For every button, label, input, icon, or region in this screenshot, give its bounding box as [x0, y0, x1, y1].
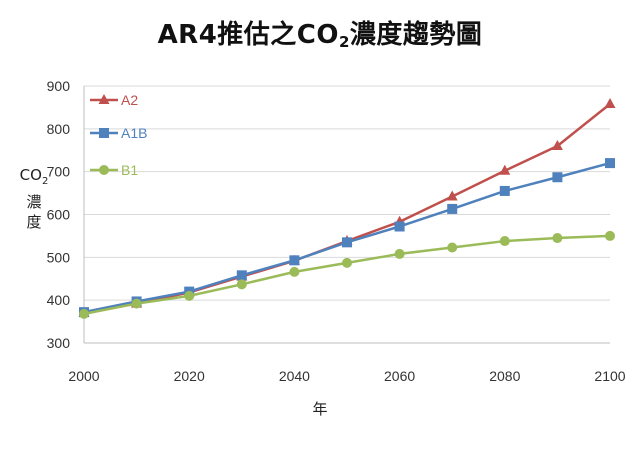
legend-label: B1: [121, 162, 138, 178]
x-tick-label: 2020: [174, 368, 205, 384]
legend-item-b1: B1: [90, 162, 138, 178]
x-tick-label: 2100: [594, 368, 625, 384]
data-point: [447, 242, 458, 253]
data-point: [131, 298, 142, 309]
data-point: [605, 158, 615, 169]
y-tick-label: 900: [47, 78, 71, 94]
data-point: [236, 270, 247, 281]
data-point: [342, 257, 352, 268]
x-tick-label: 2080: [489, 368, 520, 384]
data-point: [499, 185, 510, 196]
x-tick-labels: 2000 2020 2040 2060 2080 2100: [68, 368, 625, 384]
data-point: [394, 248, 405, 259]
legend-marker: [99, 165, 109, 175]
data-point: [447, 203, 458, 214]
chart-title: AR4推估之CO2濃度趨勢圖: [157, 20, 483, 51]
legend-label: A1B: [121, 125, 147, 141]
x-tick-label: 2000: [68, 368, 99, 384]
y-tick-labels: 300 400 500 600 700 800 900: [47, 78, 71, 351]
data-point: [289, 255, 300, 266]
data-point: [394, 221, 405, 232]
data-point: [342, 237, 352, 248]
data-point: [499, 164, 511, 175]
legend-label: A2: [121, 92, 138, 108]
data-point: [499, 236, 510, 247]
y-tick-label: 400: [47, 292, 71, 308]
x-tick-label: 2040: [279, 368, 310, 384]
legend-marker: [98, 94, 110, 104]
data-point: [551, 139, 563, 150]
data-point: [446, 190, 458, 201]
data-point: [552, 233, 563, 244]
series-line: [83, 234, 611, 316]
legend-item-a1b: A1B: [90, 125, 147, 141]
data-point: [236, 279, 247, 290]
x-tick-label: 2060: [384, 368, 415, 384]
data-point: [184, 290, 195, 301]
legend: A2 A1B B1: [90, 92, 147, 178]
series-a2: [78, 97, 616, 318]
data-point: [79, 308, 89, 319]
y-tick-label: 500: [47, 249, 71, 265]
series-a1b: [79, 158, 615, 318]
y-axis-label: CO2 濃 度: [19, 166, 49, 231]
gridlines: [84, 85, 610, 344]
data-point: [605, 230, 615, 241]
y-tick-label: 700: [47, 164, 71, 180]
y-tick-label: 800: [47, 121, 71, 137]
legend-item-a2: A2: [90, 92, 138, 108]
y-tick-label: 300: [47, 335, 71, 351]
data-point: [604, 97, 616, 108]
x-axis-label: 年: [312, 400, 328, 418]
series-group: [78, 97, 616, 319]
y-tick-label: 600: [47, 207, 71, 223]
data-point: [289, 266, 300, 277]
data-point: [552, 172, 563, 183]
series-line: [83, 103, 611, 315]
axes: [83, 86, 610, 344]
legend-marker: [99, 128, 109, 138]
series-b1: [79, 230, 615, 319]
